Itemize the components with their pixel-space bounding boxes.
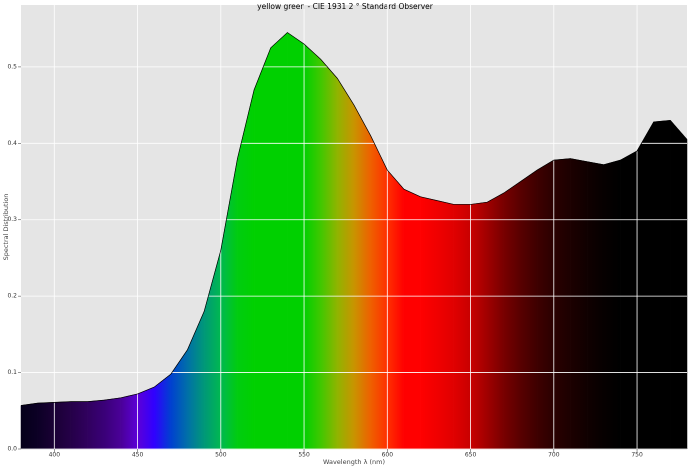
- spectrum-fill: [670, 119, 688, 450]
- x-tick-label: 700: [548, 452, 560, 459]
- spectrum-fill: [503, 181, 521, 450]
- spectrum-fill: [636, 120, 654, 450]
- spectrum-line: [20, 32, 688, 406]
- y-tick-label: 0.4: [7, 140, 17, 147]
- spectrum-fill: [403, 188, 421, 450]
- spectrum-fill: [353, 104, 371, 450]
- spectrum-fill: [320, 58, 338, 450]
- y-axis-label: Spectral Distribution: [2, 194, 10, 261]
- spectrum-fill: [520, 169, 538, 450]
- spectrum-fill: [137, 386, 155, 450]
- x-tick-label: 500: [215, 452, 227, 459]
- y-tick-label: 0.5: [7, 63, 17, 70]
- x-tick-label: 650: [465, 452, 477, 459]
- x-tick-label: 450: [132, 452, 144, 459]
- spectrum-fill: [420, 196, 438, 450]
- spectrum-fill: [270, 31, 288, 450]
- spectrum-fill: [470, 201, 488, 450]
- spectrum-fill: [87, 399, 105, 450]
- spectrum-fill: [586, 161, 604, 450]
- x-tick-label: 750: [631, 452, 643, 459]
- y-tick-label: 0.2: [7, 293, 17, 300]
- y-tick-label: 0.3: [7, 216, 17, 223]
- spectrum-fill: [453, 204, 471, 450]
- spectrum-fill: [120, 393, 138, 450]
- spectrum-fill: [536, 159, 555, 450]
- spectrum-fill: [70, 401, 88, 450]
- spectrum-fill: [287, 32, 305, 450]
- spectrum-fill: [570, 158, 588, 450]
- spectrum-fill: [20, 402, 38, 450]
- spectrum-fill: [603, 159, 621, 450]
- spectrum-fill: [486, 192, 505, 450]
- x-tick-label: 400: [49, 452, 61, 459]
- spectrum-fill: [54, 401, 72, 450]
- spectrum-fill: [387, 169, 405, 450]
- spectrum-fill: [620, 150, 638, 450]
- spectrum-fill: [37, 402, 55, 450]
- spectrum-fill: [253, 47, 271, 450]
- spectrum-fill: [104, 397, 122, 450]
- spectrum-fill: [337, 77, 355, 450]
- y-tick-label: 0.1: [7, 369, 17, 376]
- spectrum-fill: [553, 158, 571, 450]
- x-tick-label: 550: [298, 452, 310, 459]
- x-axis-label: Wavelength λ (nm): [323, 458, 385, 466]
- spectrum-fill: [437, 200, 455, 450]
- spectrum-fill: [370, 135, 388, 450]
- y-tick-label: 0.0: [7, 446, 17, 453]
- chart-title: yellow green - CIE 1931 2 ° Standard Obs…: [257, 2, 434, 11]
- spectrum-fill: [653, 120, 671, 450]
- spectrum-fill: [303, 43, 321, 450]
- x-tick-label: 600: [382, 452, 394, 459]
